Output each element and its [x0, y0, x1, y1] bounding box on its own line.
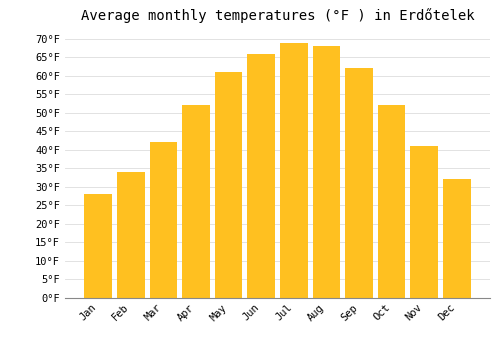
Bar — [214, 72, 242, 298]
Bar — [150, 142, 177, 298]
Bar — [117, 172, 144, 298]
Bar — [410, 146, 438, 298]
Bar — [345, 69, 373, 298]
Bar — [248, 54, 275, 298]
Bar — [84, 194, 112, 298]
Bar — [443, 179, 470, 298]
Title: Average monthly temperatures (°F ) in Erdőtelek: Average monthly temperatures (°F ) in Er… — [80, 8, 474, 23]
Bar — [378, 105, 406, 298]
Bar — [312, 46, 340, 298]
Bar — [182, 105, 210, 298]
Bar — [280, 43, 307, 298]
